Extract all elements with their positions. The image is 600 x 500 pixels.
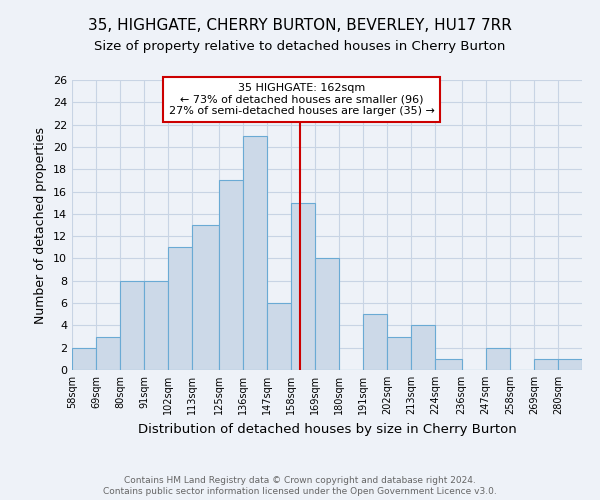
Text: Contains HM Land Registry data © Crown copyright and database right 2024.: Contains HM Land Registry data © Crown c… (124, 476, 476, 485)
Text: 35 HIGHGATE: 162sqm
← 73% of detached houses are smaller (96)
27% of semi-detach: 35 HIGHGATE: 162sqm ← 73% of detached ho… (169, 83, 434, 116)
Text: Contains public sector information licensed under the Open Government Licence v3: Contains public sector information licen… (103, 488, 497, 496)
Bar (193, 225, 218, 370)
Bar (243, 136, 267, 370)
Text: Size of property relative to detached houses in Cherry Burton: Size of property relative to detached ho… (94, 40, 506, 53)
Bar (144, 281, 169, 370)
X-axis label: Distribution of detached houses by size in Cherry Burton: Distribution of detached houses by size … (137, 422, 517, 436)
Bar (436, 359, 461, 370)
Bar (558, 359, 582, 370)
Bar (485, 348, 510, 370)
Bar (218, 180, 243, 370)
Y-axis label: Number of detached properties: Number of detached properties (34, 126, 47, 324)
Text: 35, HIGHGATE, CHERRY BURTON, BEVERLEY, HU17 7RR: 35, HIGHGATE, CHERRY BURTON, BEVERLEY, H… (88, 18, 512, 32)
Bar (291, 202, 315, 370)
Bar (120, 281, 144, 370)
Bar (267, 303, 291, 370)
Bar (96, 336, 120, 370)
Bar (72, 348, 96, 370)
Bar (411, 326, 436, 370)
Bar (315, 258, 339, 370)
Bar (387, 336, 411, 370)
Bar (363, 314, 387, 370)
Bar (169, 248, 193, 370)
Bar (534, 359, 558, 370)
